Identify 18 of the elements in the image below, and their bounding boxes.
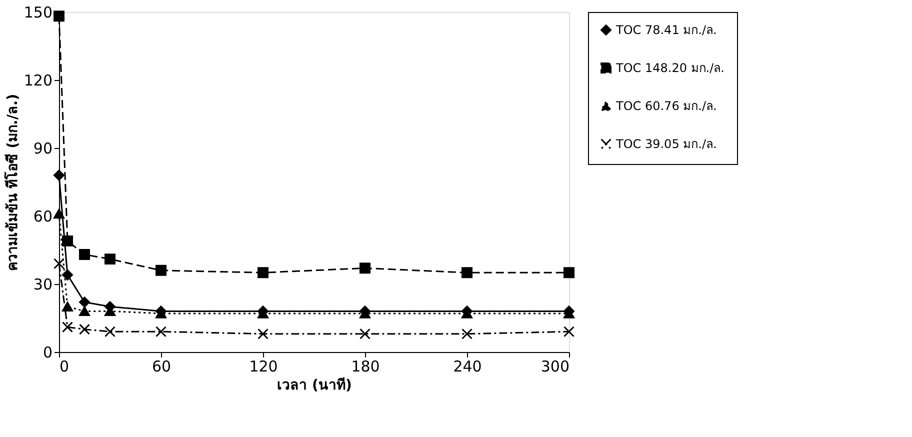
x-axis-title: เวลา (นาที) bbox=[277, 378, 352, 394]
legend-label: TOC 148.20 มก./ล. bbox=[615, 61, 724, 75]
y-tick-label: 120 bbox=[24, 72, 52, 90]
y-tick-label: 30 bbox=[33, 276, 52, 294]
x-tick-label: 60 bbox=[152, 358, 172, 376]
x-tick-label: 240 bbox=[453, 358, 482, 376]
y-axis-title: ความเข้มข้น ทีโอซี (มก./ล.) bbox=[2, 94, 21, 272]
x-tick-label: 0 bbox=[60, 358, 70, 376]
legend-label: TOC 78.41 มก./ล. bbox=[615, 23, 717, 37]
legend-label: TOC 39.05 มก./ล. bbox=[615, 137, 717, 151]
y-tick-label: 60 bbox=[33, 208, 52, 226]
y-tick-label: 90 bbox=[33, 140, 52, 158]
x-tick-label: 180 bbox=[351, 358, 380, 376]
y-tick-label: 150 bbox=[24, 4, 52, 22]
x-tick-label: 120 bbox=[249, 358, 278, 376]
x-tick-label: 300 bbox=[540, 358, 570, 376]
legend-label: TOC 60.76 มก./ล. bbox=[615, 99, 717, 113]
y-tick-label: 0 bbox=[42, 344, 52, 362]
